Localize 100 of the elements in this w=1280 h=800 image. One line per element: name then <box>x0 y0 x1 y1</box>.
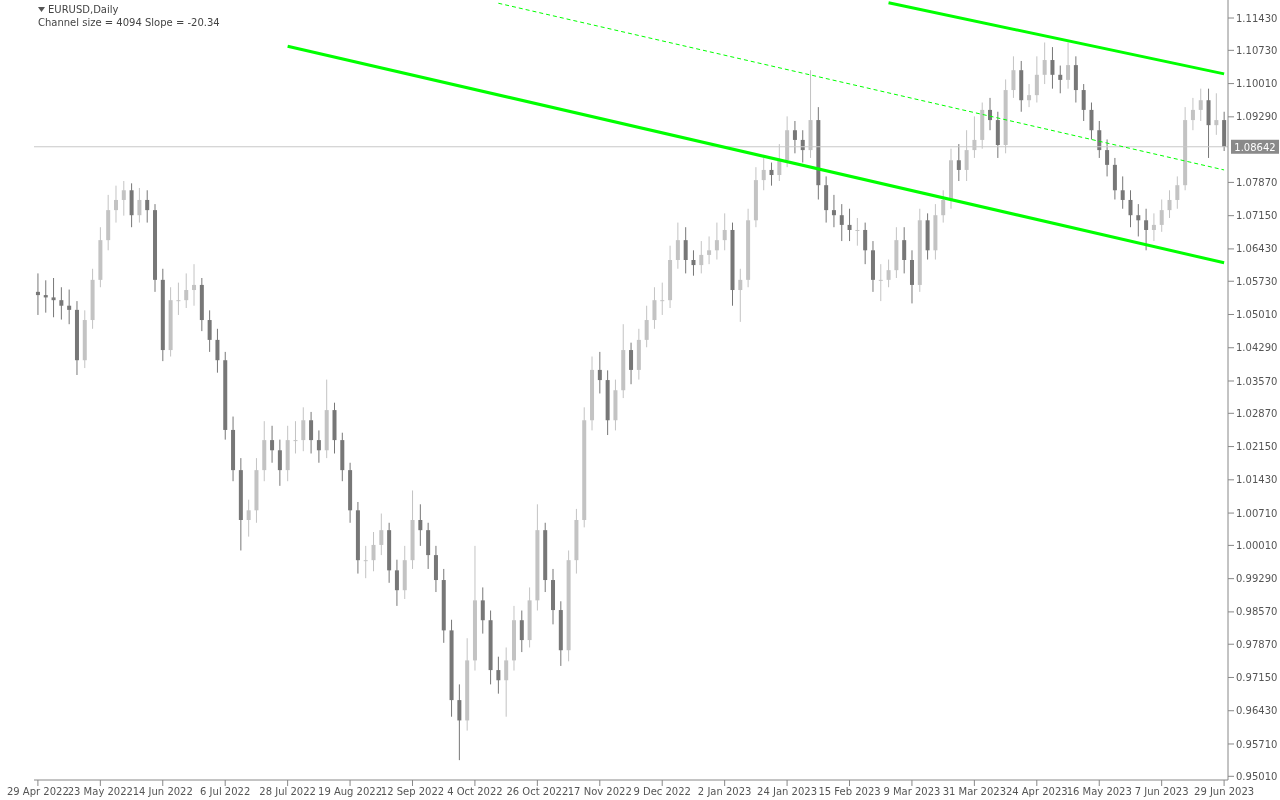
x-tick-label: 29 Apr 2022 <box>6 786 69 798</box>
candlestick <box>277 439 282 487</box>
candlestick <box>1081 83 1086 122</box>
candlestick <box>519 610 524 653</box>
candlestick <box>1042 41 1047 85</box>
x-tick-label: 29 Jun 2023 <box>1194 786 1255 798</box>
x-tick-label: 31 Mar 2023 <box>942 786 1007 798</box>
candlestick <box>761 157 766 191</box>
candlestick <box>394 559 399 607</box>
candlestick <box>1105 138 1110 177</box>
candlestick <box>839 203 844 242</box>
y-tick-label: 1.00710 <box>1236 507 1278 519</box>
y-tick-label: 1.02150 <box>1236 441 1278 453</box>
y-tick-label: 0.96430 <box>1236 705 1278 717</box>
candlestick <box>316 429 321 464</box>
candlestick <box>629 342 634 385</box>
candlestick <box>707 235 712 265</box>
candlestick <box>176 282 181 316</box>
candlestick <box>1097 120 1102 159</box>
candlestick <box>207 309 212 353</box>
candlestick <box>192 263 197 307</box>
candlestick <box>855 217 860 247</box>
candlestick <box>660 282 665 316</box>
x-tick-label: 2 Jan 2023 <box>697 786 752 798</box>
candlestick <box>847 208 852 242</box>
y-tick-label: 0.97150 <box>1236 672 1278 684</box>
x-tick-label: 16 May 2023 <box>1066 786 1132 798</box>
candlestick <box>121 180 126 217</box>
x-tick-label: 6 Jul 2022 <box>200 786 251 798</box>
x-tick-label: 15 Feb 2023 <box>818 786 881 798</box>
candlestick <box>1027 83 1032 108</box>
y-tick-label: 0.99290 <box>1236 573 1278 585</box>
y-tick-label: 1.11430 <box>1236 12 1278 24</box>
ref-line-label: 1.08642 <box>1234 141 1276 153</box>
candlestick <box>145 189 150 224</box>
candlestick <box>1050 46 1055 90</box>
x-tick-label: 9 Mar 2023 <box>883 786 941 798</box>
y-tick-label: 1.06430 <box>1236 243 1278 255</box>
candlestick <box>1151 212 1156 242</box>
candlestick <box>738 268 743 323</box>
x-tick-label: 17 Nov 2022 <box>567 786 632 798</box>
x-tick-label: 14 Jun 2022 <box>132 786 193 798</box>
x-tick-label: 19 Aug 2022 <box>318 786 383 798</box>
candlestick <box>301 406 306 452</box>
candlestick <box>1190 97 1195 131</box>
x-tick-label: 28 Jul 2022 <box>259 786 316 798</box>
candlestick <box>363 545 368 579</box>
x-tick-label: 4 Oct 2022 <box>447 786 503 798</box>
candlestick <box>652 286 657 330</box>
y-tick-label: 1.09290 <box>1236 111 1278 123</box>
x-tick-label: 24 Jan 2023 <box>757 786 818 798</box>
candlestick <box>1175 175 1180 210</box>
candlestick <box>35 272 40 316</box>
candlestick <box>1058 65 1063 94</box>
candlestick <box>137 187 142 224</box>
candlestick <box>769 162 774 187</box>
candlestick <box>1034 55 1039 104</box>
y-tick-label: 1.10730 <box>1236 44 1278 56</box>
chart-title: EURUSD,Daily <box>48 3 119 16</box>
candlestick <box>215 328 220 374</box>
candlestick <box>644 305 649 348</box>
y-tick-label: 1.10010 <box>1236 78 1278 90</box>
candlestick <box>496 656 501 695</box>
candlestick <box>886 259 891 288</box>
candlestick <box>246 499 251 538</box>
candlestick <box>309 411 314 454</box>
candlestick <box>1128 189 1133 228</box>
y-tick-label: 0.98570 <box>1236 606 1278 618</box>
y-tick-label: 1.03570 <box>1236 375 1278 387</box>
candlestick <box>480 586 485 635</box>
x-tick-label: 7 Jun 2023 <box>1134 786 1189 798</box>
y-tick-label: 1.02870 <box>1236 407 1278 419</box>
candlestick <box>683 226 688 274</box>
candlestick <box>379 513 384 556</box>
x-tick-label: 9 Dec 2022 <box>633 786 691 798</box>
candlestick <box>675 222 680 270</box>
candlestick <box>831 194 836 228</box>
y-tick-label: 0.97870 <box>1236 638 1278 650</box>
y-tick-label: 1.05010 <box>1236 309 1278 321</box>
candlestick <box>270 425 275 464</box>
candlestick <box>293 420 298 454</box>
candlestick <box>1214 92 1219 136</box>
candlestick <box>902 226 907 274</box>
x-tick-label: 23 May 2022 <box>67 786 133 798</box>
candlestick <box>691 249 696 277</box>
candlestick <box>792 120 797 154</box>
y-tick-label: 1.01430 <box>1236 474 1278 486</box>
candlestick <box>956 143 961 182</box>
candlestick <box>1159 199 1164 233</box>
candlestick <box>597 351 602 394</box>
candlestick <box>863 222 868 265</box>
candlestick <box>1167 189 1172 219</box>
y-tick-label: 1.07150 <box>1236 210 1278 222</box>
x-tick-label: 24 Apr 2023 <box>1005 786 1068 798</box>
x-tick-label: 12 Sep 2022 <box>380 786 445 798</box>
y-tick-label: 1.05730 <box>1236 275 1278 287</box>
candlestick <box>1136 203 1141 237</box>
candlestick <box>878 263 883 302</box>
y-tick-label: 0.95710 <box>1236 738 1278 750</box>
y-tick-label: 0.95010 <box>1236 770 1278 782</box>
